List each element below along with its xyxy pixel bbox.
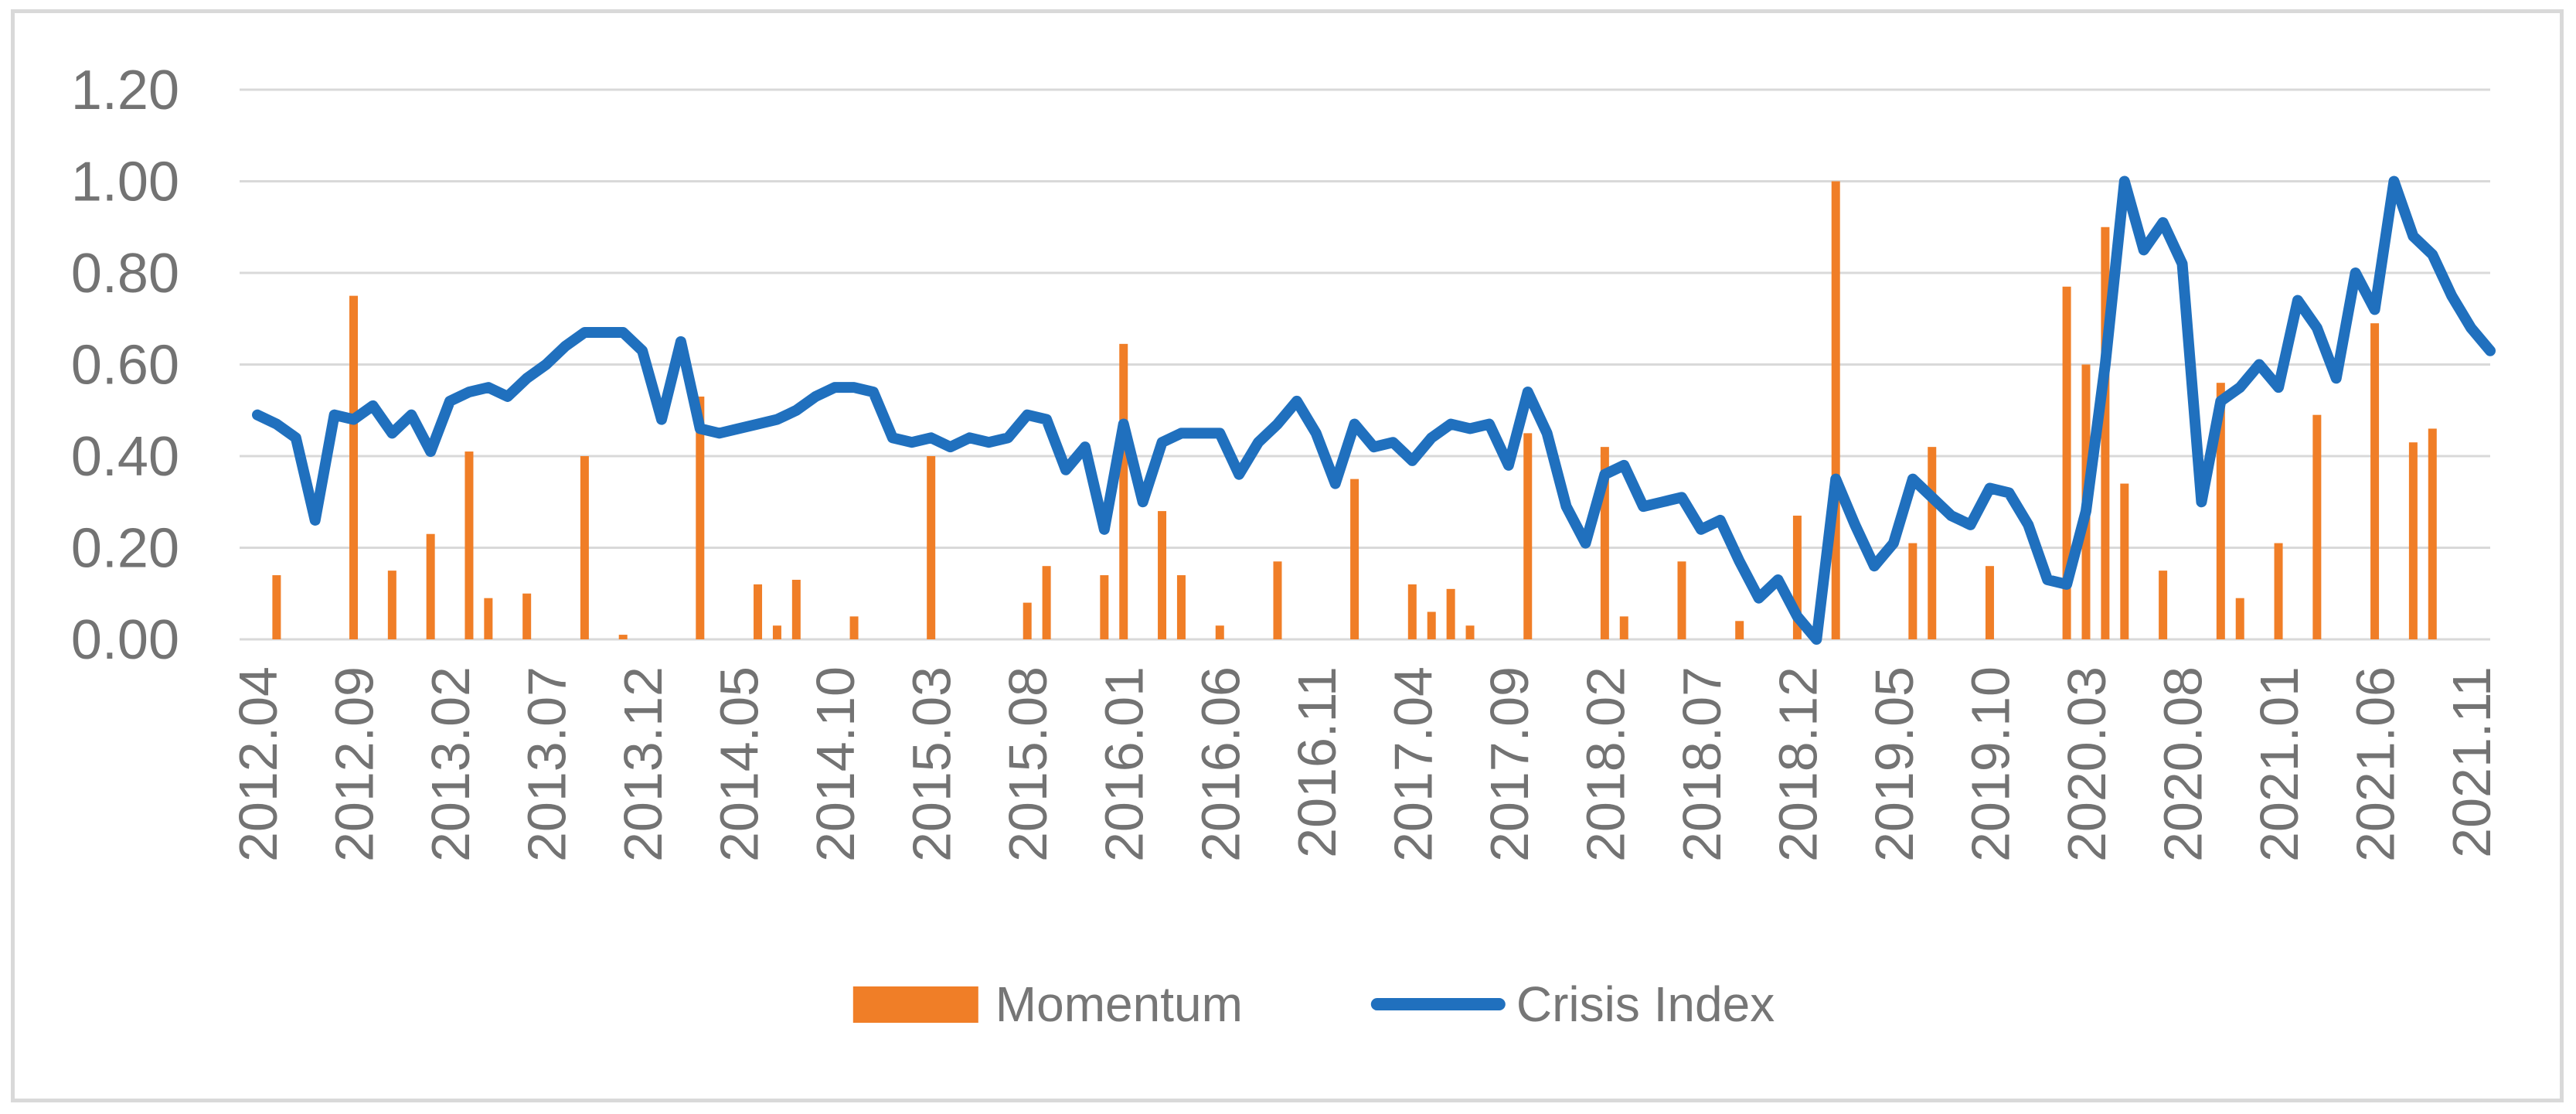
momentum-bar [349, 295, 359, 639]
momentum-bar [1158, 511, 1167, 639]
x-tick-label: 2012.04 [228, 666, 288, 862]
momentum-bar [772, 625, 781, 639]
x-tick-label: 2020.08 [2153, 666, 2214, 862]
momentum-bar [849, 616, 859, 639]
x-tick-label: 2012.09 [325, 666, 385, 862]
x-tick-label: 2017.04 [1383, 666, 1443, 862]
x-tick-label: 2020.03 [2057, 666, 2117, 862]
x-tick-label: 2013.12 [613, 666, 673, 862]
momentum-bar [1735, 621, 1744, 639]
x-tick-label: 2013.07 [517, 666, 577, 862]
x-tick-label: 2014.10 [805, 666, 866, 862]
momentum-bar [1350, 479, 1359, 639]
y-tick-label: 0.40 [71, 426, 179, 488]
momentum-bar [464, 451, 474, 639]
momentum-bar [1908, 543, 1918, 639]
y-tick-label: 1.00 [71, 152, 179, 213]
figure-border [11, 9, 2564, 1102]
momentum-bar [2216, 383, 2225, 639]
momentum-bar [1023, 602, 1032, 639]
y-tick-label: 1.20 [71, 60, 179, 121]
momentum-bar [1831, 181, 1840, 639]
momentum-bar [1407, 584, 1417, 639]
momentum-bar [1042, 566, 1051, 639]
momentum-bar [522, 593, 532, 639]
momentum-bar [2101, 227, 2110, 639]
momentum-bar [387, 571, 396, 639]
y-tick-label: 0.80 [71, 243, 179, 305]
y-tick-label: 0.00 [71, 609, 179, 671]
momentum-bar [2235, 598, 2244, 639]
momentum-swatch-icon [852, 986, 978, 1023]
momentum-bar [2120, 483, 2129, 639]
momentum-bar [618, 635, 628, 639]
momentum-bar [754, 584, 763, 639]
momentum-bar [1100, 575, 1109, 639]
crisis-index-line [252, 175, 2496, 645]
momentum-bar [1446, 588, 1455, 639]
momentum-bar [1176, 575, 1186, 639]
x-tick-label: 2018.07 [1672, 666, 1732, 862]
x-tick-label: 2018.12 [1768, 666, 1828, 862]
x-tick-label: 2016.11 [1287, 666, 1347, 858]
momentum-bar [484, 598, 493, 639]
momentum-bar [2408, 442, 2418, 639]
momentum-bar [580, 456, 589, 639]
momentum-bar [1677, 561, 1686, 639]
x-tick-label: 2019.10 [1960, 666, 2020, 862]
momentum-bar [1928, 447, 1937, 639]
momentum-bar [2062, 286, 2071, 639]
legend-label-momentum: Momentum [995, 976, 1243, 1032]
momentum-bar [927, 456, 936, 639]
momentum-bar [2370, 323, 2380, 639]
x-tick-label: 2015.08 [998, 666, 1058, 862]
y-tick-label: 0.60 [71, 335, 179, 397]
momentum-bar [696, 396, 705, 639]
x-tick-label: 2014.05 [710, 666, 770, 862]
momentum-bar [1119, 343, 1128, 639]
x-tick-label: 2021.11 [2442, 666, 2502, 858]
momentum-bar [426, 533, 435, 639]
momentum-bar [1985, 566, 1994, 639]
momentum-bar [1273, 561, 1282, 639]
x-tick-label: 2018.02 [1575, 666, 1635, 862]
momentum-bar [272, 575, 281, 639]
x-tick-label: 2019.05 [1864, 666, 1924, 862]
momentum-bar [1523, 433, 1533, 639]
x-tick-label: 2016.01 [1094, 666, 1155, 862]
momentum-bar [2274, 543, 2283, 639]
momentum-bar [791, 579, 801, 639]
momentum-bar [1600, 447, 1609, 639]
momentum-bar [1465, 625, 1475, 639]
x-tick-label: 2015.03 [902, 666, 962, 862]
x-tick-label: 2021.01 [2249, 666, 2309, 862]
x-tick-label: 2013.02 [420, 666, 481, 862]
momentum-bar [2312, 414, 2322, 639]
x-tick-label: 2021.06 [2346, 666, 2406, 862]
momentum-bar [2428, 428, 2437, 639]
momentum-bar [1215, 625, 1224, 639]
momentum-bar [1792, 516, 1802, 639]
momentum-bar [1619, 616, 1628, 639]
momentum-bar [2159, 571, 2168, 639]
y-tick-label: 0.20 [71, 518, 179, 580]
chart-legend: Momentum Crisis Index [852, 976, 1775, 1032]
crisis-index-swatch-icon [1370, 998, 1506, 1010]
momentum-bar [1427, 612, 1436, 639]
x-tick-label: 2016.06 [1190, 666, 1251, 862]
legend-label-crisis-index: Crisis Index [1516, 976, 1775, 1032]
x-tick-label: 2017.09 [1479, 666, 1540, 862]
